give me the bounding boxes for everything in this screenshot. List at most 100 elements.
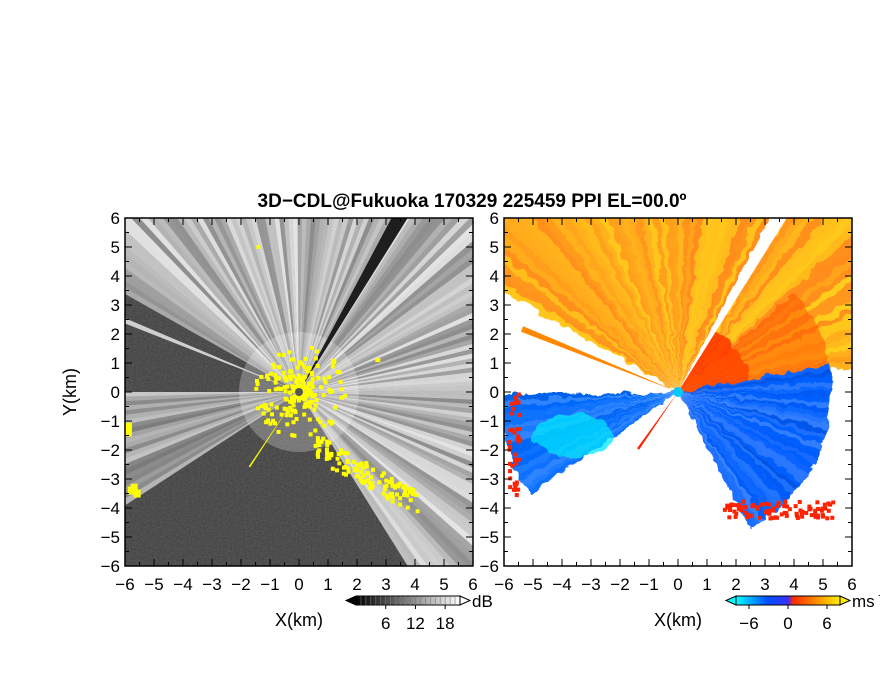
edge-clutter-pixel [389,476,394,481]
fringe-pixel [779,512,784,517]
clutter-pixel [269,412,274,417]
fringe-pixel [509,401,514,406]
edge-clutter-pixel [361,473,366,478]
fringe-pixel [508,485,513,490]
right-panel: −6 −5 −4 −3 −2 −1 0 1 2 3 4 5 6 6 5 4 3 2 1 0 −1 −2 −3 −4 −5 −6 X… [480,209,880,633]
fringe-pixel [770,516,775,521]
clutter-pixel [266,376,271,381]
fringe-pixel [513,395,518,400]
clutter-pixel [273,380,278,385]
edge-clutter-pixel [359,470,364,475]
colorbar-tick-label: 6 [381,614,390,633]
velocity-beam-negative [678,392,756,528]
fringe-pixel [813,511,818,516]
velocity-beam-positive [504,245,678,392]
x-tick-label: 1 [702,575,711,594]
clutter-pixel [310,394,315,399]
velocity-beam-negative [678,392,819,460]
velocity-beam-negative [678,392,830,424]
clutter-pixel [337,370,342,375]
edge-clutter-pixel [337,461,342,466]
clutter-pixel [323,380,328,385]
fringe-pixel [775,515,780,520]
clutter-pixel [266,407,271,412]
clutter-pixel [254,386,259,391]
y-tick-label: −3 [101,470,120,489]
clutter-pixel [288,390,293,395]
y-tick-label: −1 [480,412,499,431]
velocity-beam-positive [504,256,678,392]
velocity-beam-positive [504,265,678,392]
fringe-pixel [782,510,787,515]
fringe-pixel [776,500,781,505]
velocity-beam-positive [678,218,715,392]
clutter-pixel [291,420,296,425]
edge-clutter-pixel [324,456,329,461]
fringe-pixel [798,508,803,513]
intensity-beam [299,392,473,437]
velocity-beam-negative [678,392,832,409]
fringe-pixel [821,514,826,519]
clutter-pixel [295,365,300,370]
velocity-beam-negative [678,392,800,491]
clutter-pixel [274,405,279,410]
fringe-pixel [508,476,513,481]
fringe-pixel [728,504,733,509]
edge-clutter-pixel [329,451,334,456]
x-tick-label: −4 [552,575,571,594]
clutter-pixel [281,370,286,375]
fringe-pixel [794,511,799,516]
fringe-pixel [763,510,768,515]
clutter-pixel [305,385,310,390]
intensity-beam [125,218,299,392]
clutter-pixel [288,369,293,374]
left-xlabel: X(km) [275,610,323,630]
clutter-pixel [298,376,303,381]
velocity-beam-negative [678,392,809,478]
x-tick-label: 1 [323,575,332,594]
intensity-beam [299,218,424,392]
x-tick-label: 6 [468,575,477,594]
edge-clutter-pixel [125,422,132,431]
y-tick-label: 5 [490,238,499,257]
y-tick-label: 1 [490,354,499,373]
y-tick-label: 3 [111,296,120,315]
y-tick-label: 6 [490,209,499,228]
fringe-pixel [739,508,744,513]
clutter-pixel [268,421,273,426]
fringe-pixel [508,461,513,466]
edge-clutter-pixel [411,488,416,493]
velocity-beam-negative [678,392,831,414]
edge-clutter-pixel [330,466,335,471]
clutter-pixel [310,377,315,382]
intensity-beam [125,274,299,392]
edge-clutter-pixel [354,462,359,467]
clutter-pixel [307,365,312,370]
clutter-pixel [339,387,344,392]
intensity-beam [299,218,381,392]
y-tick-label: −4 [480,499,499,518]
y-tick-label: 5 [111,238,120,257]
intensity-beam [299,392,473,405]
clutter-pixel [282,385,287,390]
colorbar-ramp [735,595,841,606]
fringe-pixel [771,508,776,513]
fringe-pixel [822,502,827,507]
clutter-pixel [256,245,261,249]
fringe-pixel [516,392,521,397]
edge-clutter-pixel [325,439,330,444]
clutter-pixel [276,429,281,434]
fringe-pixel [823,506,828,511]
clutter-pixel [288,413,293,418]
edge-clutter-pixel [358,476,363,481]
clutter-pixel [301,378,306,383]
clutter-pixel [313,428,318,433]
edge-clutter-pixel [405,486,410,491]
isolated-beam [125,318,299,392]
edge-clutter-pixel [390,495,395,500]
fringe-pixel [797,500,802,505]
clutter-pixel [309,345,314,350]
x-tick-label: −5 [144,575,163,594]
intensity-beam [299,218,417,392]
edge-clutter-pixel [367,480,372,485]
